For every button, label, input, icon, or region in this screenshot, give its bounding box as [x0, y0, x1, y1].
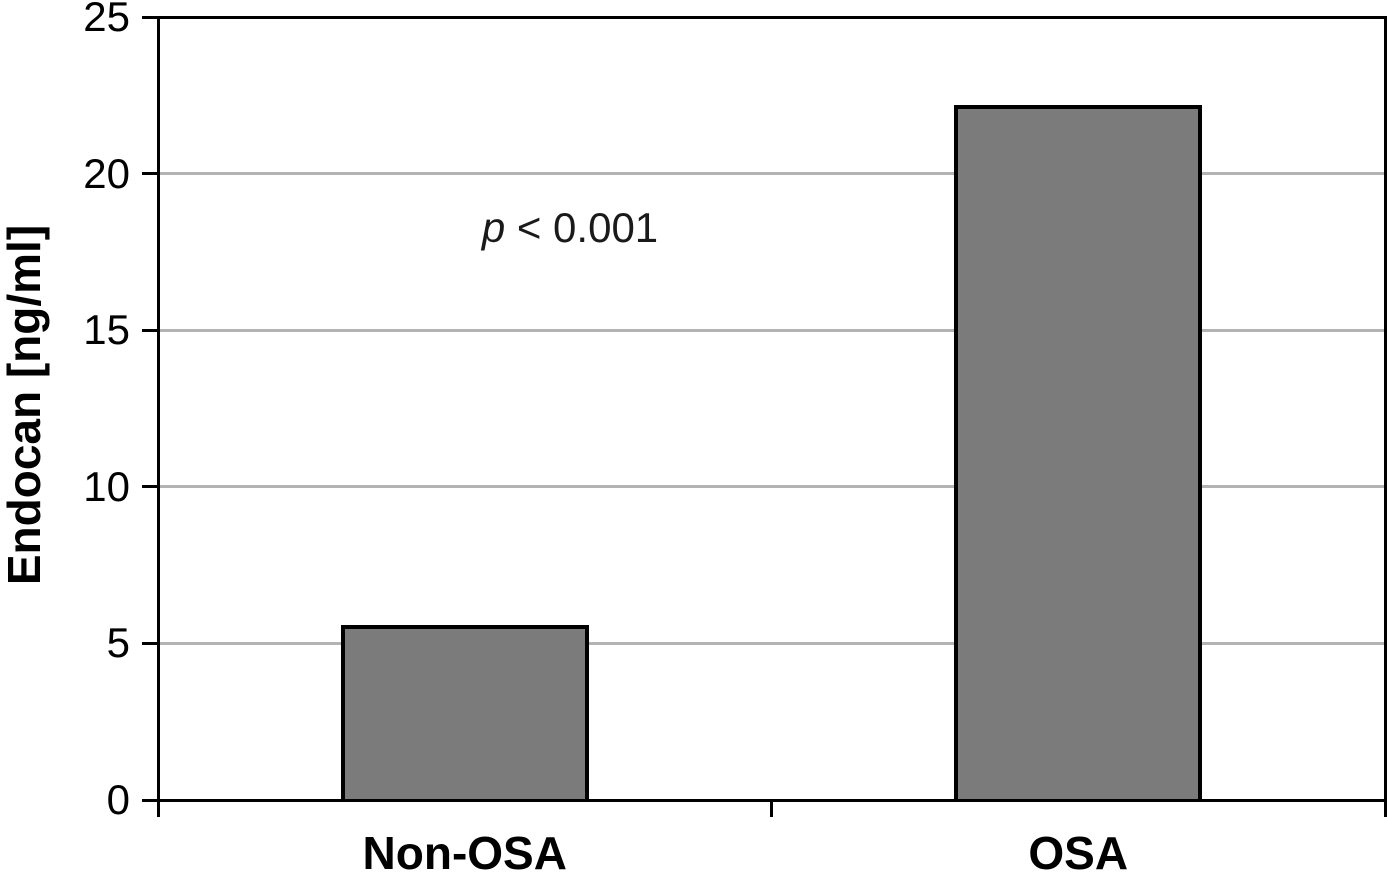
y-tick	[142, 798, 158, 802]
gridline	[158, 641, 1385, 645]
gridline	[158, 172, 1385, 176]
category-label-osa: OSA	[1028, 827, 1129, 875]
x-tick	[770, 800, 773, 817]
y-tick-label: 20	[83, 149, 130, 197]
bar-non-osa	[340, 624, 589, 800]
y-tick	[142, 172, 158, 176]
x-tick	[1383, 800, 1387, 817]
y-tick-label: 10	[83, 462, 130, 510]
gridline	[158, 328, 1385, 332]
y-tick	[142, 641, 158, 645]
y-tick	[142, 328, 158, 332]
p-symbol: p	[481, 204, 506, 251]
category-label-non-osa: Non-OSA	[362, 827, 567, 875]
y-axis-title: Endocan [ng/ml]	[0, 224, 50, 586]
x-tick	[156, 800, 160, 817]
y-tick-label: 0	[106, 776, 130, 823]
gridline	[158, 485, 1385, 489]
p-value-text: < 0.001	[505, 204, 659, 251]
bar-osa	[954, 104, 1203, 800]
y-tick-label: 15	[83, 306, 130, 354]
y-tick-label: 25	[83, 0, 130, 40]
y-tick	[142, 15, 158, 19]
y-tick	[142, 485, 158, 489]
plot-area	[158, 17, 1385, 800]
p-value-annotation: p < 0.001	[482, 204, 658, 252]
y-tick-label: 5	[106, 619, 130, 667]
